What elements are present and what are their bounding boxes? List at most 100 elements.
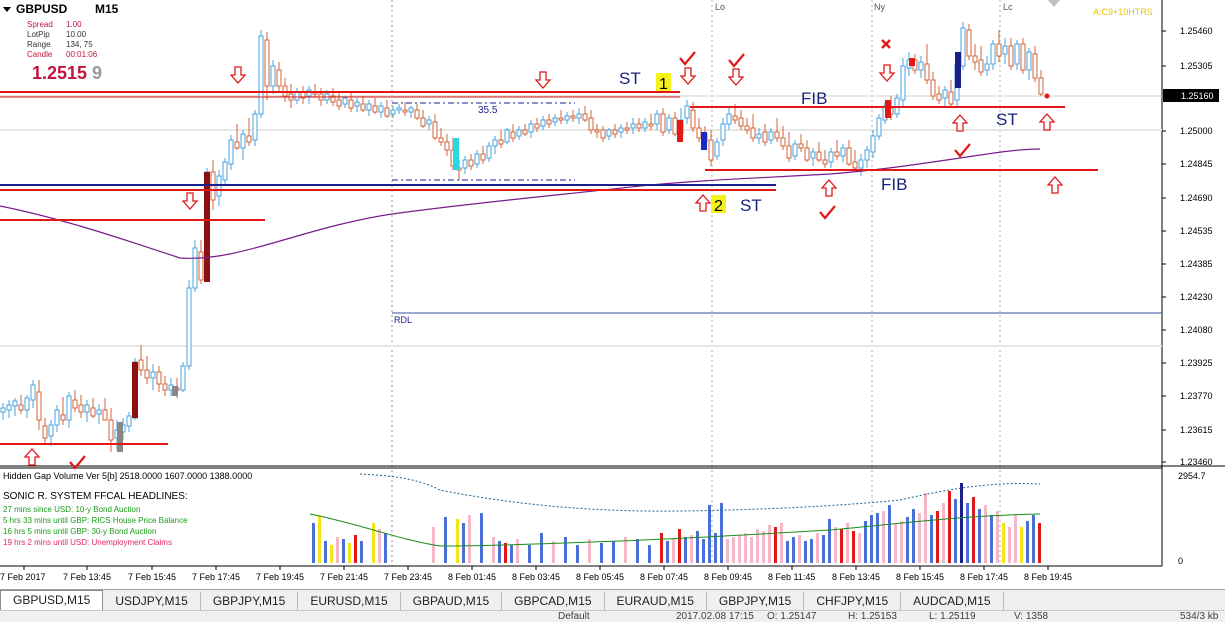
- highlight-candle: [701, 132, 707, 150]
- volume-bar: [822, 535, 825, 563]
- sell-arrow-icon: [727, 68, 745, 86]
- candle-body: [540, 119, 546, 127]
- chart-tab[interactable]: GBPJPY,M15: [707, 592, 805, 611]
- candle-body: [936, 93, 942, 101]
- buy-arrow-icon: [820, 179, 838, 197]
- candle-body: [246, 135, 252, 143]
- volume-bar: [1008, 527, 1011, 563]
- chart-tab[interactable]: EURAUD,M15: [605, 592, 707, 611]
- candle-body: [528, 123, 534, 133]
- candle-body: [96, 409, 102, 415]
- chart-tab[interactable]: GBPUSD,M15: [0, 590, 104, 611]
- status-field: H: 1.25153: [848, 611, 897, 622]
- rdl-label: RDL: [394, 315, 412, 325]
- candle-body: [12, 400, 18, 407]
- headline-item: 5 hrs 33 mins until GBP: RICS House Pric…: [3, 516, 188, 525]
- candle-body: [720, 123, 726, 141]
- check-icon: [819, 205, 836, 220]
- candle-body: [804, 147, 810, 161]
- volume-bar: [372, 523, 375, 563]
- price-tick-label: 1.24845: [1180, 159, 1213, 169]
- price-tick-label: 1.25305: [1180, 61, 1213, 71]
- highlight-candle: [453, 138, 459, 170]
- st-label: ST: [619, 69, 641, 88]
- volume-bar: [768, 525, 771, 563]
- status-field: L: 1.25119: [929, 611, 976, 622]
- volume-bar: [918, 513, 921, 563]
- candle-body: [648, 123, 654, 127]
- volume-bar: [480, 513, 483, 563]
- volume-bar: [1002, 523, 1005, 563]
- time-tick-label: 8 Feb 13:45: [832, 572, 880, 582]
- volume-bar: [912, 509, 915, 563]
- candle-body: [1020, 43, 1026, 71]
- volume-bar: [1014, 515, 1017, 563]
- price-tick-label: 1.24385: [1180, 259, 1213, 269]
- indicator-scale-bottom: 0: [1178, 556, 1183, 566]
- volume-bar: [708, 505, 711, 563]
- volume-bar: [318, 515, 321, 563]
- candle-body: [780, 137, 786, 147]
- volume-bar: [360, 541, 363, 563]
- candle-body: [144, 369, 150, 379]
- candle-body: [984, 63, 990, 71]
- candle-body: [852, 161, 858, 169]
- chart-tab[interactable]: GBPCAD,M15: [502, 592, 605, 611]
- marker-2-bg: [711, 195, 726, 213]
- chart-tab[interactable]: GBPAUD,M15: [401, 592, 503, 611]
- volume-bar: [906, 517, 909, 563]
- chart-tab[interactable]: CHFJPY,M15: [804, 592, 902, 611]
- svg-text:Range: Range: [27, 40, 51, 49]
- candle-body: [348, 99, 354, 109]
- time-tick-label: 7 Feb 15:45: [128, 572, 176, 582]
- chart-tab[interactable]: EURUSD,M15: [298, 592, 401, 611]
- volume-bar: [576, 545, 579, 563]
- sell-arrow-icon: [878, 64, 896, 82]
- timeframe-label: M15: [95, 2, 119, 16]
- candle-body: [816, 151, 822, 161]
- svg-text:Candle: Candle: [27, 50, 53, 59]
- candle-body: [564, 115, 570, 121]
- volume-bar: [540, 533, 543, 563]
- chart-tab[interactable]: GBPJPY,M15: [201, 592, 299, 611]
- candle-body: [810, 151, 816, 159]
- svg-text:Spread: Spread: [27, 20, 53, 29]
- highlight-candle: [677, 120, 683, 142]
- candle-body: [996, 43, 1002, 57]
- candles: [0, 22, 1044, 452]
- candle-body: [0, 407, 6, 413]
- candle-body: [684, 105, 690, 119]
- candle-body: [972, 55, 978, 63]
- bid-price-pip: 9: [92, 63, 102, 83]
- volume-bar: [342, 539, 345, 563]
- volume-bar: [714, 533, 717, 563]
- time-tick-label: 7 Feb 21:45: [320, 572, 368, 582]
- volume-bar: [720, 503, 723, 563]
- volume-bar: [636, 539, 639, 563]
- volume-bar: [378, 529, 381, 563]
- volume-bar: [564, 537, 567, 563]
- chart-tab[interactable]: AUDCAD,M15: [901, 592, 1004, 611]
- candle-body: [270, 65, 276, 87]
- st-label-2: ST: [740, 196, 762, 215]
- chart-tab[interactable]: USDJPY,M15: [103, 592, 201, 611]
- volume-bar: [972, 497, 975, 563]
- candle-body: [252, 113, 258, 141]
- volume-bar: [468, 515, 471, 563]
- volume-bar: [462, 523, 465, 563]
- candle-body: [138, 359, 144, 371]
- marker-1-bg: [656, 73, 671, 91]
- svg-text:1.00: 1.00: [66, 20, 82, 29]
- candle-body: [618, 127, 624, 133]
- candle-body: [708, 139, 714, 161]
- candle-body: [978, 59, 984, 73]
- candle-body: [744, 125, 750, 131]
- candle-body: [510, 131, 516, 139]
- candle-body: [612, 129, 618, 135]
- st-label-right: ST: [996, 110, 1018, 129]
- candle-body: [366, 103, 372, 111]
- candle-body: [570, 115, 576, 119]
- volume-bar: [1020, 527, 1023, 563]
- candle-body: [420, 117, 426, 127]
